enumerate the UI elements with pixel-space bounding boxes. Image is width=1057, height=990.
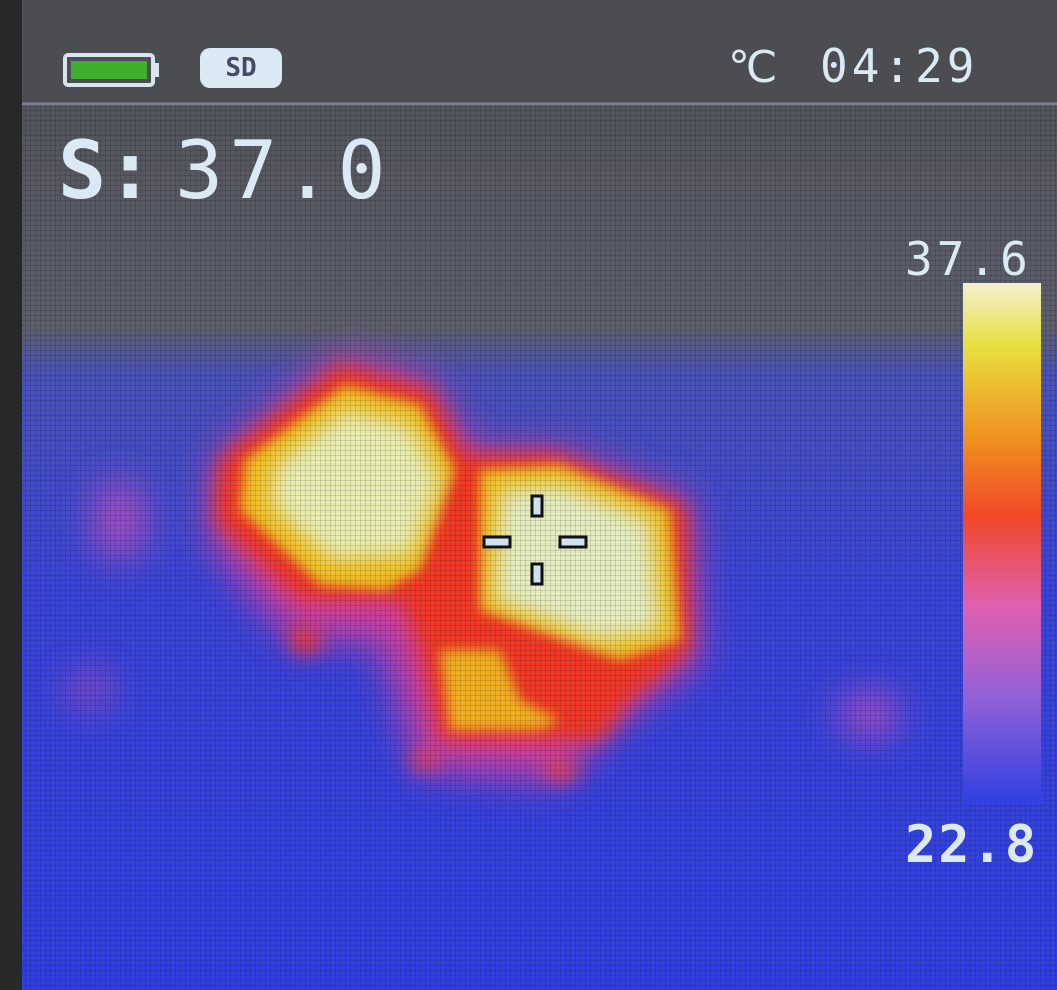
crosshair <box>482 494 588 586</box>
clock: 04:29 <box>820 39 978 93</box>
sd-badge: SD <box>225 53 256 83</box>
scale-min: 22.8 <box>905 815 1038 875</box>
sd-badge-bg <box>200 48 282 88</box>
battery-icon <box>63 53 159 87</box>
spot-label: S: <box>58 124 154 217</box>
scale-max: 37.6 <box>905 232 1032 286</box>
pixel-grid <box>22 105 1057 990</box>
status-bar <box>22 0 1057 105</box>
color-scale <box>963 283 1041 803</box>
spot-value: 37.0 <box>175 124 392 217</box>
temp-unit: ℃ <box>728 42 777 93</box>
